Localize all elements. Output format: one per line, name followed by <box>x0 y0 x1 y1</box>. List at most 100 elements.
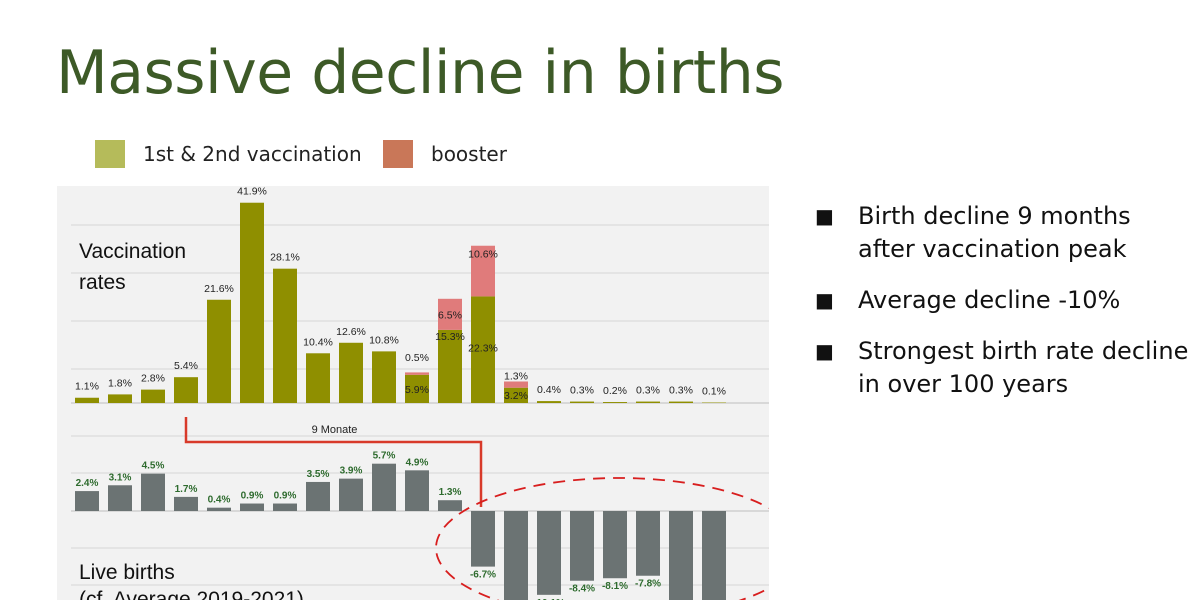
bar-live-births <box>372 463 396 511</box>
chart-legend: 1st & 2nd vaccination booster <box>0 140 700 170</box>
data-label-booster: 1.3% <box>504 371 528 383</box>
bar-vaccination <box>471 296 495 403</box>
data-label-live-births: 0.9% <box>274 491 297 502</box>
bar-live-births <box>504 511 528 600</box>
data-label-vaccination: 15.3% <box>435 331 465 343</box>
data-label-live-births: 5.7% <box>373 451 396 462</box>
data-label-live-births: -10.1% <box>533 598 565 600</box>
data-label-booster: 10.6% <box>468 249 498 261</box>
data-label-vaccination: 0.3% <box>669 385 693 397</box>
bar-live-births <box>570 511 594 581</box>
bar-live-births <box>702 511 726 600</box>
data-label-vaccination: 10.8% <box>369 334 399 346</box>
data-label-vaccination: 1.8% <box>108 377 132 389</box>
data-label-vaccination: 5.4% <box>174 360 198 372</box>
data-label-live-births: 0.4% <box>208 495 231 506</box>
bar-live-births <box>636 511 660 576</box>
bar-vaccination <box>372 351 396 403</box>
bar-live-births <box>471 511 495 567</box>
data-label-live-births: 2.4% <box>76 478 99 489</box>
legend-label-booster: booster <box>431 142 507 166</box>
bar-booster <box>438 298 462 330</box>
data-label-vaccination: 12.6% <box>336 326 366 338</box>
bar-vaccination <box>273 268 297 403</box>
slide-title: Massive decline in births <box>56 38 785 108</box>
bullet-list: ■ Birth decline 9 months after vaccinati… <box>815 200 1195 419</box>
bar-vaccination <box>141 389 165 403</box>
bullet-square-icon: ■ <box>815 339 834 363</box>
bar-vaccination <box>207 299 231 403</box>
data-label-booster: 6.5% <box>438 309 462 321</box>
data-label-vaccination: 21.6% <box>204 283 234 295</box>
bar-live-births <box>141 473 165 511</box>
data-label-live-births: -7.8% <box>635 579 661 590</box>
bar-live-births <box>669 511 693 600</box>
bar-live-births <box>306 481 330 511</box>
bar-vaccination <box>108 394 132 403</box>
bullet-square-icon: ■ <box>815 288 834 312</box>
legend-swatch-booster <box>383 140 413 168</box>
data-label-live-births: 1.7% <box>175 484 198 495</box>
data-label-live-births: -6.7% <box>470 570 496 581</box>
bar-vaccination <box>75 397 99 403</box>
bar-vaccination <box>174 377 198 403</box>
bar-live-births <box>75 491 99 511</box>
data-label-live-births: 4.9% <box>406 457 429 468</box>
data-label-vaccination: 2.8% <box>141 373 165 385</box>
data-label-vaccination: 0.3% <box>570 385 594 397</box>
data-label-live-births: 1.3% <box>439 487 462 498</box>
data-label-live-births: 3.1% <box>109 472 132 483</box>
data-label-vaccination: 41.9% <box>237 186 267 198</box>
bar-live-births <box>537 511 561 595</box>
data-label-vaccination: 28.1% <box>270 252 300 264</box>
bar-vaccination <box>603 402 627 403</box>
chart-title-live-births: Live births <box>79 561 175 584</box>
data-label-vaccination: 1.1% <box>75 381 99 393</box>
bar-live-births <box>273 503 297 511</box>
bar-live-births <box>339 478 363 511</box>
bar-vaccination <box>438 329 462 403</box>
bar-vaccination <box>339 342 363 403</box>
bar-booster <box>471 245 495 297</box>
bullet-item: ■ Strongest birth rate decline in over 1… <box>815 335 1195 401</box>
data-label-booster: 0.5% <box>405 352 429 364</box>
legend-label-vaccination: 1st & 2nd vaccination <box>143 142 362 166</box>
bar-booster <box>405 372 429 375</box>
bar-live-births <box>438 500 462 511</box>
bar-vaccination <box>669 401 693 403</box>
bullet-item: ■ Birth decline 9 months after vaccinati… <box>815 200 1195 266</box>
data-label-vaccination: 0.2% <box>603 385 627 397</box>
bar-vaccination <box>504 387 528 403</box>
bar-vaccination <box>537 401 561 403</box>
data-label-vaccination: 3.2% <box>504 390 528 402</box>
data-label-vaccination: 0.3% <box>636 385 660 397</box>
legend-item-booster: booster <box>383 140 507 168</box>
bar-live-births <box>405 470 429 511</box>
data-label-vaccination: 0.1% <box>702 386 726 398</box>
data-label-live-births: -8.1% <box>602 581 628 592</box>
data-label-live-births: 0.9% <box>241 491 264 502</box>
bar-vaccination <box>570 401 594 403</box>
legend-swatch-vaccination <box>95 140 125 168</box>
data-label-live-births: 3.5% <box>307 469 330 480</box>
data-label-vaccination: 0.4% <box>537 384 561 396</box>
bullet-square-icon: ■ <box>815 204 834 228</box>
bullet-text: Birth decline 9 months after vaccination… <box>858 202 1131 263</box>
data-label-live-births: 3.9% <box>340 466 363 477</box>
chart-title-vaccination: Vaccination rates <box>79 240 186 294</box>
chart-subtitle-live-births: (cf. Average 2019-2021) <box>79 588 304 600</box>
bar-vaccination <box>405 374 429 403</box>
bar-live-births <box>603 511 627 579</box>
bar-vaccination <box>306 353 330 403</box>
decline-highlight-ellipse <box>435 477 769 600</box>
data-label-live-births: 4.5% <box>142 461 165 472</box>
bullet-item: ■ Average decline -10% <box>815 284 1195 317</box>
data-label-vaccination: 5.9% <box>405 384 429 396</box>
lag-connector-line <box>184 417 483 507</box>
data-label-live-births: -8.4% <box>569 584 595 595</box>
bar-vaccination <box>636 401 660 403</box>
bar-live-births <box>174 496 198 511</box>
data-label-vaccination: 22.3% <box>468 342 498 354</box>
bar-live-births <box>207 507 231 511</box>
legend-item-vaccination: 1st & 2nd vaccination <box>95 140 362 168</box>
